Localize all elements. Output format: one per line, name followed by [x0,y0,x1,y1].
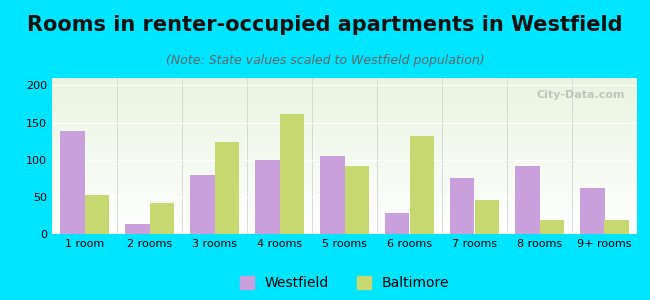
Legend: Westfield, Baltimore: Westfield, Baltimore [234,271,455,296]
Bar [150,203,174,234]
Bar [450,178,474,234]
Bar [580,188,604,234]
Bar [604,220,629,234]
Text: (Note: State values scaled to Westfield population): (Note: State values scaled to Westfield … [166,54,484,67]
Bar [125,224,150,234]
Bar [280,114,304,234]
Text: Rooms in renter-occupied apartments in Westfield: Rooms in renter-occupied apartments in W… [27,15,623,35]
Bar [255,160,280,234]
Bar [515,167,540,234]
Bar [190,175,214,234]
Text: City-Data.com: City-Data.com [537,91,625,100]
Bar [60,131,84,234]
Bar [84,195,109,234]
Bar [474,200,499,234]
Bar [214,142,239,234]
Bar [320,156,345,234]
Bar [344,166,369,234]
Bar [540,220,564,234]
Bar [385,213,410,234]
Bar [410,136,434,234]
